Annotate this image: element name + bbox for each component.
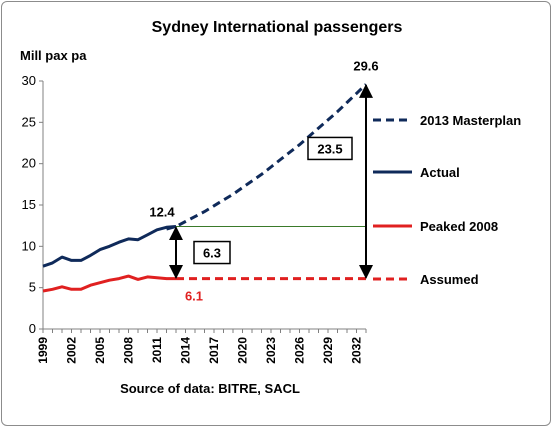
x-tick-label: 2002 [65, 337, 79, 364]
legend-label: Actual [420, 165, 460, 180]
y-tick-label: 0 [29, 321, 36, 336]
x-tick-label: 2029 [321, 337, 335, 364]
x-tick-label: 1999 [36, 337, 50, 364]
x-tick-label: 2032 [350, 337, 364, 364]
legend: 2013 Masterplan Actual Peaked 2008 Assumed [373, 113, 521, 287]
y-tick-label: 25 [22, 114, 36, 129]
value-label: 12.4 [149, 204, 175, 219]
value-label: 6.1 [185, 289, 203, 304]
y-axis-ticks: 0 5 10 15 20 25 30 [22, 73, 43, 336]
legend-label: Assumed [420, 272, 479, 287]
series-lines [42, 83, 368, 293]
plot-area [42, 81, 366, 330]
x-tick-label: 2026 [293, 337, 307, 364]
y-tick-label: 5 [29, 280, 36, 295]
legend-label: 2013 Masterplan [420, 113, 521, 128]
y-axis-label: Mill pax pa [20, 48, 87, 63]
difference-label: 6.3 [203, 246, 221, 261]
series-peaked-2008 [42, 274, 176, 293]
x-tick-label: 2011 [150, 337, 164, 363]
legend-label: Peaked 2008 [420, 219, 498, 234]
x-tick-label: 2023 [264, 337, 278, 364]
x-tick-label: 2017 [207, 337, 221, 364]
y-tick-label: 15 [22, 197, 36, 212]
chart-title: Sydney International passengers [152, 19, 403, 36]
source-note: Source of data: BITRE, SACL [120, 381, 300, 396]
x-tick-label: 2020 [236, 337, 250, 364]
x-axis-ticks: 1999 2002 2005 2008 2011 2014 2017 2020 2023 2026… [36, 329, 367, 364]
y-tick-label: 20 [22, 156, 36, 171]
annotations: 29.6 12.4 6.1 6.3 23.5 [149, 58, 378, 303]
series-2013-masterplan [166, 83, 368, 231]
series-actual [42, 225, 177, 268]
x-tick-label: 2014 [179, 337, 193, 364]
y-tick-label: 10 [22, 238, 36, 253]
value-label: 29.6 [353, 58, 378, 73]
x-tick-label: 2008 [122, 337, 136, 364]
y-tick-label: 30 [22, 73, 36, 88]
difference-label: 23.5 [317, 141, 342, 156]
x-tick-label: 2005 [93, 337, 107, 364]
difference-box [193, 240, 231, 265]
difference-box [307, 136, 353, 161]
